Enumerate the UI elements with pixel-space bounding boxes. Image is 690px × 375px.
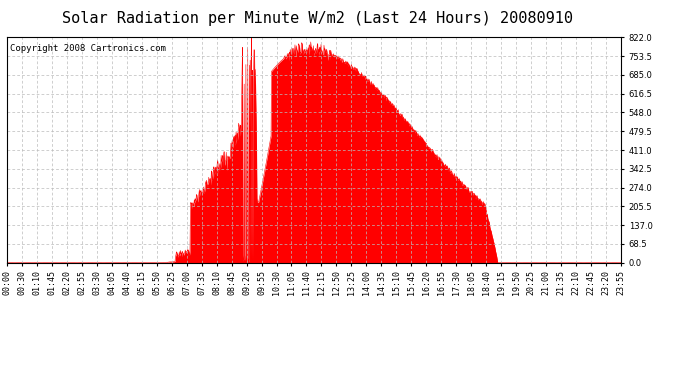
Text: Copyright 2008 Cartronics.com: Copyright 2008 Cartronics.com (10, 44, 166, 53)
Text: Solar Radiation per Minute W/m2 (Last 24 Hours) 20080910: Solar Radiation per Minute W/m2 (Last 24… (62, 11, 573, 26)
